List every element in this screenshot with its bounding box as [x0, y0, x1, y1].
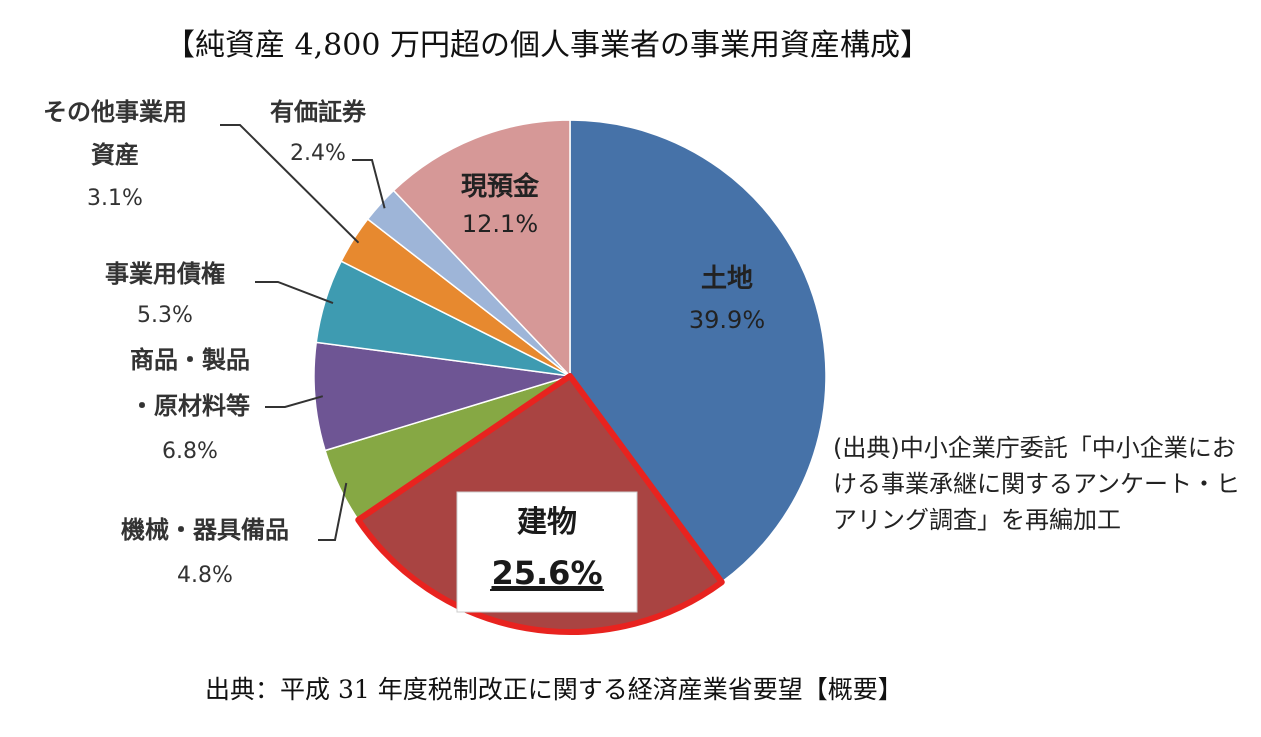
- value-商品・製品・原材料等: 6.8%: [162, 439, 218, 464]
- leader-その他事業用資産: [220, 124, 360, 244]
- label-事業用債権: 事業用債権: [105, 260, 225, 288]
- label-商品-line1: 商品・製品: [130, 346, 250, 374]
- value-土地: 39.9%: [689, 306, 765, 334]
- label-機械・器具備品: 機械・器具備品: [121, 516, 289, 544]
- label-その他事業用資産-line1: その他事業用: [43, 98, 187, 126]
- label-建物: 建物: [517, 505, 577, 540]
- label-有価証券: 有価証券: [270, 98, 367, 126]
- pie-slice-商品・製品・原材料等: [313, 341, 571, 452]
- label-その他事業用資産-line2: 資産: [91, 141, 139, 169]
- value-有価証券: 2.4%: [290, 141, 346, 166]
- highlight-outline: [355, 373, 725, 635]
- leader-lines: [220, 124, 386, 541]
- value-事業用債権: 5.3%: [137, 303, 193, 328]
- value-機械・器具備品: 4.8%: [177, 563, 233, 588]
- label-現預金: 現預金: [461, 171, 540, 202]
- footer-source: 出典：平成 31 年度税制改正に関する経済産業省要望【概要】: [205, 675, 903, 704]
- source-note: (出典)中小企業庁委託「中小企業における事業承継に関するアンケート・ヒアリング調…: [833, 434, 1241, 534]
- value-その他事業用資産: 3.1%: [87, 186, 143, 211]
- leader-機械・器具備品: [318, 482, 348, 541]
- leader-有価証券: [352, 159, 386, 209]
- pie-slice-土地: [569, 119, 827, 584]
- value-現預金: 12.1%: [462, 210, 538, 238]
- chart-title: 【純資産 4,800 万円超の個人事業者の事業用資産構成】: [165, 28, 930, 63]
- highlight-label-box: [456, 491, 638, 613]
- label-土地: 土地: [701, 264, 753, 294]
- leader-事業用債権: [255, 281, 334, 305]
- pie-slice-現預金: [392, 119, 571, 378]
- value-建物: 25.6%: [491, 554, 602, 592]
- label-商品-line2: ・原材料等: [130, 392, 250, 420]
- leader-商品・製品・原材料等: [265, 395, 324, 408]
